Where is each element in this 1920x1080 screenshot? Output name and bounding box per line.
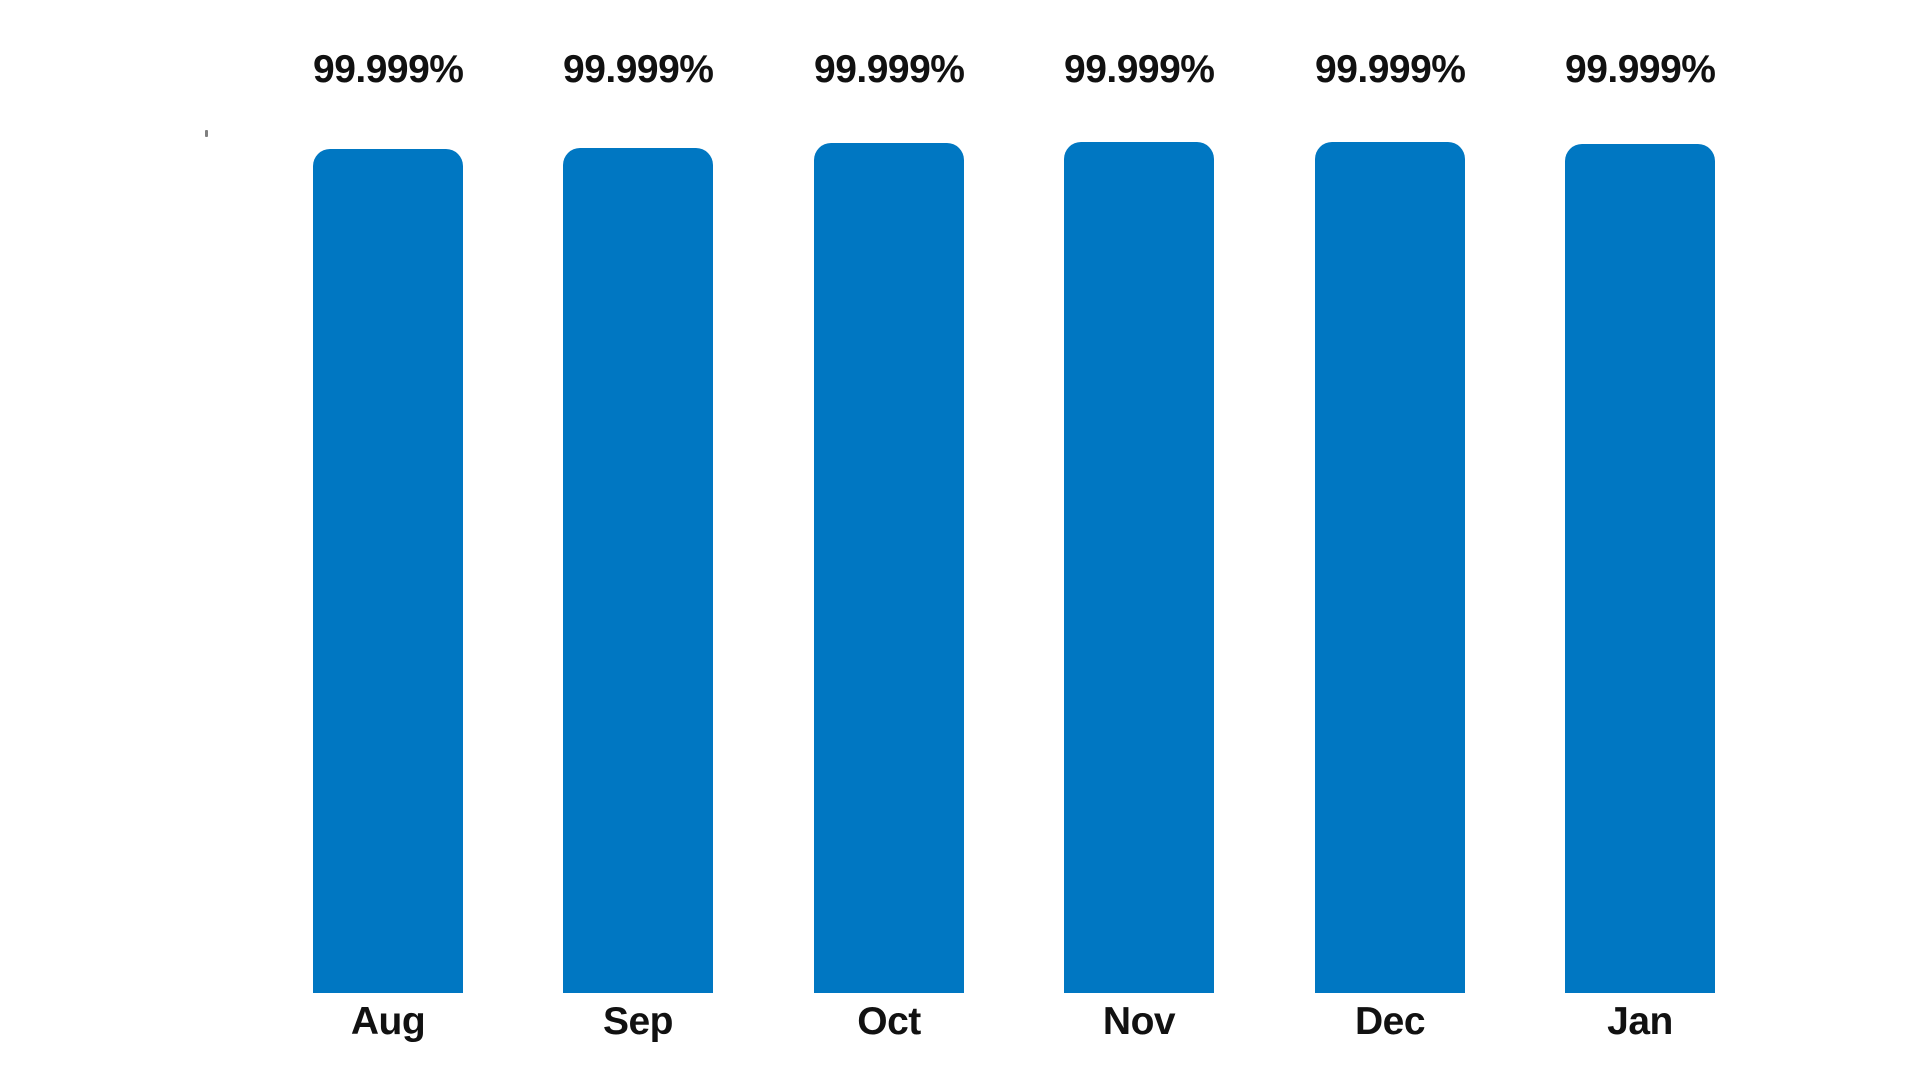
bar-group-nov: 99.999% Nov bbox=[1064, 0, 1215, 1080]
bar-group-jan: 99.999% Jan bbox=[1565, 0, 1716, 1080]
bar-group-dec: 99.999% Dec bbox=[1315, 0, 1466, 1080]
stray-tick-mark bbox=[205, 130, 208, 137]
bar-group-oct: 99.999% Oct bbox=[814, 0, 965, 1080]
bar-group-sep: 99.999% Sep bbox=[563, 0, 714, 1080]
bar bbox=[1064, 142, 1214, 993]
bar bbox=[563, 148, 713, 993]
x-axis-label: Jan bbox=[1607, 1000, 1673, 1043]
bar-group-aug: 99.999% Aug bbox=[313, 0, 464, 1080]
x-axis-label: Aug bbox=[350, 1000, 426, 1043]
bar bbox=[1565, 144, 1715, 993]
bar bbox=[1315, 142, 1465, 993]
bar-value-label: 99.999% bbox=[313, 48, 464, 91]
bar-value-label: 99.999% bbox=[1565, 48, 1716, 91]
x-axis-label: Dec bbox=[1354, 1000, 1426, 1043]
x-axis-label: Nov bbox=[1102, 1000, 1176, 1043]
bar-value-label: 99.999% bbox=[1315, 48, 1466, 91]
bar bbox=[313, 149, 463, 993]
bar-value-label: 99.999% bbox=[814, 48, 965, 91]
bar-value-label: 99.999% bbox=[563, 48, 714, 91]
bar bbox=[814, 143, 964, 993]
x-axis-label: Sep bbox=[602, 1000, 674, 1043]
bar-value-label: 99.999% bbox=[1064, 48, 1215, 91]
x-axis-label: Oct bbox=[857, 1000, 921, 1043]
